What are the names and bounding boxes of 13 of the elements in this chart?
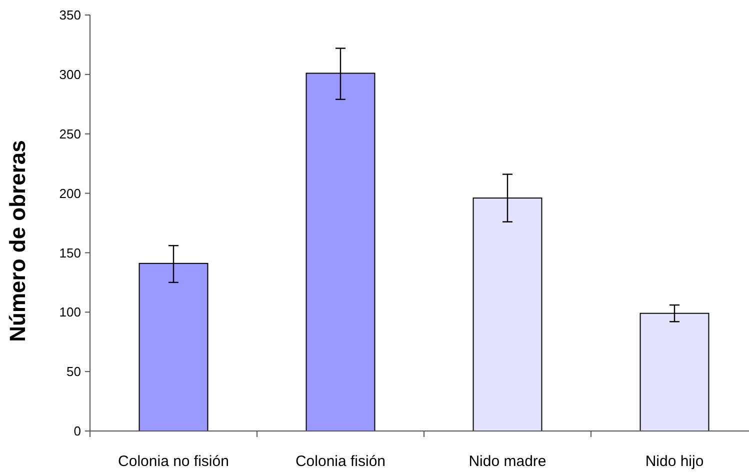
y-tick-label: 0 bbox=[74, 424, 81, 439]
x-tick-label: Colonia fisión bbox=[295, 453, 386, 470]
y-tick-label: 300 bbox=[59, 66, 81, 82]
y-axis-title: Número de obreras bbox=[5, 140, 30, 342]
y-tick-label: 100 bbox=[59, 304, 81, 320]
y-tick-label: 250 bbox=[59, 126, 81, 142]
x-tick-label: Colonia no fisión bbox=[118, 453, 229, 470]
y-tick-label: 350 bbox=[59, 8, 81, 23]
y-tick-label: 200 bbox=[59, 186, 81, 201]
y-tick-label: 150 bbox=[59, 245, 81, 260]
x-tick-label: Nido hijo bbox=[645, 453, 704, 470]
x-tick-label: Nido madre bbox=[468, 453, 546, 470]
y-tick-label: 50 bbox=[66, 364, 81, 380]
